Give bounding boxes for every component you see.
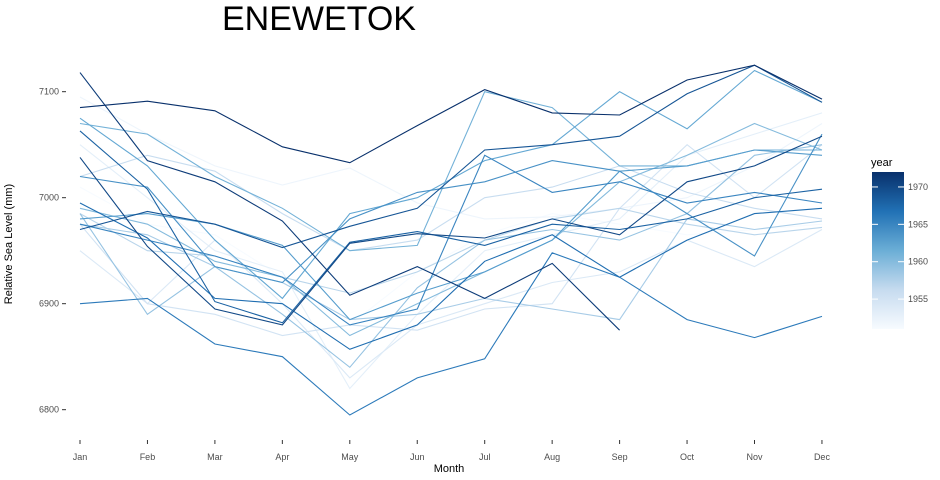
series-line-1972	[79, 64, 823, 164]
series-line-1971	[79, 72, 620, 331]
series-line-1966	[79, 252, 823, 416]
x-tick-label: Oct	[680, 452, 695, 462]
y-tick-label: 6900	[39, 299, 59, 309]
x-axis-title: Month	[434, 463, 465, 475]
x-tick-label: Jun	[410, 452, 425, 462]
y-tick-label: 7100	[39, 87, 59, 97]
series-line-1958	[79, 218, 823, 321]
series-line-1968	[79, 130, 823, 324]
x-tick-label: Mar	[207, 452, 223, 462]
y-axis-title: Relative Sea Level (mm)	[3, 184, 15, 304]
series-line-1959	[79, 144, 823, 369]
series-line-1967	[79, 202, 823, 350]
x-tick-label: Aug	[544, 452, 560, 462]
x-tick-label: Jan	[73, 452, 88, 462]
x-tick-label: May	[341, 452, 359, 462]
series-line-1954	[79, 229, 823, 379]
series-line-1960	[79, 122, 823, 337]
x-axis: Jan Feb Mar Apr May Jun Jul Aug Sep Oct Nov Dec	[73, 440, 831, 462]
series-line-1951	[79, 186, 823, 326]
series-line-1969	[79, 64, 823, 249]
series-line-1956	[79, 154, 823, 252]
series-lines	[79, 64, 823, 416]
legend-tick-label: 1970	[908, 182, 928, 192]
chart-title: ENEWETOK	[222, 0, 416, 38]
x-tick-label: Jul	[479, 452, 491, 462]
series-line-1961	[79, 91, 822, 252]
legend-tick-label: 1965	[908, 219, 928, 229]
legend-ticks: 1955 1960 1965 1970	[872, 182, 928, 304]
series-line-1952	[79, 96, 823, 220]
x-tick-label: Nov	[746, 452, 763, 462]
y-axis: 6800 6900 7000 7100	[39, 87, 66, 415]
series-line-1965	[79, 154, 823, 326]
series-line-1970	[79, 135, 823, 326]
x-tick-label: Apr	[275, 452, 289, 462]
legend-colorbar	[872, 172, 904, 329]
x-tick-label: Dec	[814, 452, 831, 462]
legend-title: year	[871, 157, 893, 169]
legend: year 1955 1960 1965 1970	[871, 157, 928, 329]
x-tick-label: Sep	[612, 452, 628, 462]
legend-tick-label: 1955	[908, 294, 928, 304]
x-tick-label: Feb	[140, 452, 156, 462]
legend-tick-label: 1960	[908, 257, 928, 267]
series-line-1963	[79, 149, 823, 321]
series-line-1964	[79, 133, 823, 284]
y-tick-label: 7000	[39, 193, 59, 203]
series-line-1955	[79, 143, 823, 337]
y-tick-label: 6800	[39, 405, 59, 415]
